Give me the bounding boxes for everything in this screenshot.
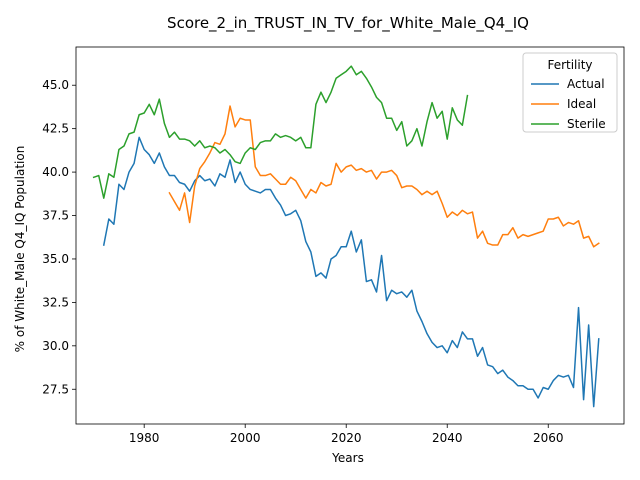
legend-label-sterile: Sterile — [567, 117, 606, 131]
plot-frame — [75, 46, 625, 425]
legend-title: Fertility — [547, 58, 592, 72]
y-tick-label: 45.0 — [42, 78, 69, 92]
legend-label-ideal: Ideal — [567, 97, 596, 111]
x-tick-label: 2000 — [230, 431, 261, 445]
y-axis: 27.5 30.0 32.5 35.0 37.5 40.0 42.5 45.0 — [42, 78, 76, 396]
y-tick-label: 37.5 — [42, 209, 69, 223]
x-axis: 1980 2000 2020 2040 2060 — [129, 424, 564, 445]
x-tick-label: 2040 — [432, 431, 463, 445]
chart-title: Score_2_in_TRUST_IN_TV_for_White_Male_Q4… — [167, 14, 529, 33]
series-line-actual — [102, 136, 600, 408]
y-tick-label: 35.0 — [42, 252, 69, 266]
series-line-sterile — [92, 65, 469, 199]
y-tick-label: 27.5 — [42, 382, 69, 396]
y-tick-label: 30.0 — [42, 339, 69, 353]
x-tick-label: 2060 — [533, 431, 564, 445]
y-tick-label: 32.5 — [42, 295, 69, 309]
legend-box — [522, 52, 618, 133]
legend: Fertility Actual Ideal Sterile — [522, 52, 618, 133]
legend-label-actual: Actual — [567, 77, 605, 91]
x-tick-label: 1980 — [129, 431, 160, 445]
plot-area — [75, 46, 625, 425]
y-tick-label: 42.5 — [42, 122, 69, 136]
x-tick-label: 2020 — [331, 431, 362, 445]
y-tick-label: 40.0 — [42, 165, 69, 179]
x-axis-label: Years — [331, 451, 364, 465]
series-line-ideal — [168, 105, 600, 248]
y-axis-label: % of White_Male Q4_IQ Population — [13, 146, 27, 353]
